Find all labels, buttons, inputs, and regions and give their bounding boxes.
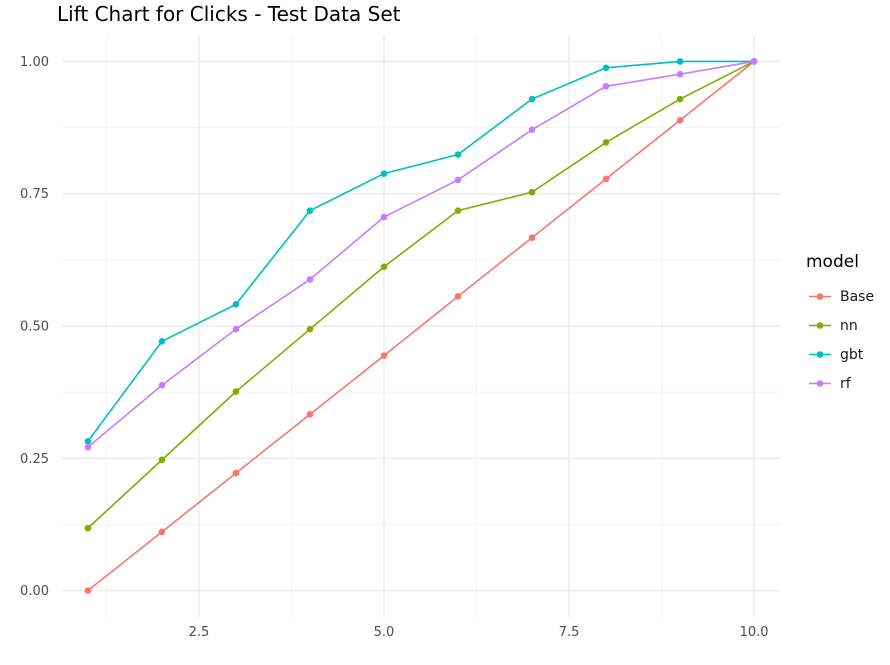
data-point-Base bbox=[454, 293, 462, 300]
data-point-nn bbox=[676, 95, 684, 103]
y-tick-label: 0.00 bbox=[20, 584, 49, 599]
data-point-nn bbox=[454, 207, 462, 214]
data-point-rf bbox=[454, 176, 462, 184]
series-nn bbox=[84, 58, 758, 532]
data-point-nn bbox=[306, 325, 314, 333]
data-point-nn bbox=[232, 388, 240, 395]
y-tick-label: 0.50 bbox=[20, 320, 49, 335]
legend-label: nn bbox=[840, 317, 858, 334]
series-Base bbox=[84, 58, 758, 594]
data-point-gbt bbox=[306, 207, 314, 214]
x-tick-label: 5.0 bbox=[374, 625, 395, 640]
legend-label: gbt bbox=[840, 346, 864, 363]
series-line-rf bbox=[87, 60, 755, 448]
series-line-nn bbox=[87, 60, 755, 529]
series-rf bbox=[84, 58, 758, 451]
data-point-Base bbox=[528, 234, 536, 241]
data-point-rf bbox=[84, 443, 92, 451]
legend: model Base nn gbt rf bbox=[806, 252, 874, 398]
legend-key-point bbox=[816, 293, 824, 300]
x-tick-label: 2.5 bbox=[189, 625, 210, 640]
data-point-nn bbox=[380, 263, 388, 271]
data-point-rf bbox=[306, 276, 314, 283]
legend-label: rf bbox=[840, 375, 851, 392]
y-tick-label: 1.00 bbox=[20, 55, 49, 70]
data-point-Base bbox=[602, 175, 610, 183]
series-line-gbt bbox=[87, 60, 755, 442]
data-point-rf bbox=[750, 58, 758, 65]
data-point-gbt bbox=[380, 170, 388, 177]
legend-item-Base: Base bbox=[806, 282, 874, 311]
legend-item-nn: nn bbox=[806, 311, 874, 340]
data-point-gbt bbox=[676, 58, 684, 65]
data-point-gbt bbox=[528, 95, 536, 103]
legend-key-point bbox=[816, 351, 824, 358]
data-point-gbt bbox=[84, 438, 92, 445]
legend-item-rf: rf bbox=[806, 369, 874, 398]
data-point-Base bbox=[676, 116, 684, 124]
legend-item-gbt: gbt bbox=[806, 340, 874, 369]
y-tick-label: 0.25 bbox=[20, 452, 49, 467]
x-tick-label: 7.5 bbox=[559, 625, 580, 640]
data-point-rf bbox=[602, 83, 610, 90]
data-point-Base bbox=[158, 528, 166, 536]
data-point-gbt bbox=[158, 338, 166, 345]
chart-title: Lift Chart for Clicks - Test Data Set bbox=[57, 2, 401, 26]
data-point-Base bbox=[84, 587, 92, 594]
data-point-nn bbox=[84, 524, 92, 532]
data-point-nn bbox=[528, 188, 536, 196]
series-line-Base bbox=[87, 60, 755, 592]
data-point-rf bbox=[528, 126, 536, 134]
data-point-Base bbox=[380, 352, 388, 359]
data-point-gbt bbox=[454, 151, 462, 158]
data-point-rf bbox=[232, 325, 240, 333]
legend-label: Base bbox=[840, 288, 875, 305]
data-point-Base bbox=[232, 469, 240, 477]
legend-key-point bbox=[816, 322, 824, 329]
legend-items: Base nn gbt rf bbox=[806, 282, 874, 398]
legend-title: model bbox=[806, 252, 859, 272]
series-lines bbox=[84, 58, 758, 594]
legend-key-nn bbox=[809, 322, 831, 329]
x-tick-label: 10.0 bbox=[740, 625, 769, 640]
data-point-rf bbox=[158, 381, 166, 389]
legend-key-point bbox=[816, 380, 824, 387]
data-point-gbt bbox=[232, 301, 240, 308]
data-point-rf bbox=[380, 213, 388, 221]
data-point-nn bbox=[602, 139, 610, 146]
legend-key-Base bbox=[809, 293, 831, 300]
legend-key-rf bbox=[809, 380, 831, 387]
axis-tick-labels: 2.5 5.0 7.5 10.0 0.00 0.25 0.50 0.75 1.00 bbox=[20, 55, 769, 640]
data-point-nn bbox=[158, 456, 166, 464]
y-tick-label: 0.75 bbox=[20, 187, 49, 202]
legend-key-gbt bbox=[809, 351, 831, 358]
data-point-rf bbox=[676, 70, 684, 78]
data-point-gbt bbox=[602, 64, 610, 72]
series-gbt bbox=[84, 58, 758, 445]
data-point-Base bbox=[306, 411, 314, 418]
